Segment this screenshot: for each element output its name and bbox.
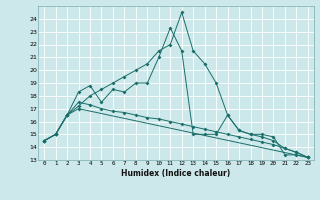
X-axis label: Humidex (Indice chaleur): Humidex (Indice chaleur) <box>121 169 231 178</box>
